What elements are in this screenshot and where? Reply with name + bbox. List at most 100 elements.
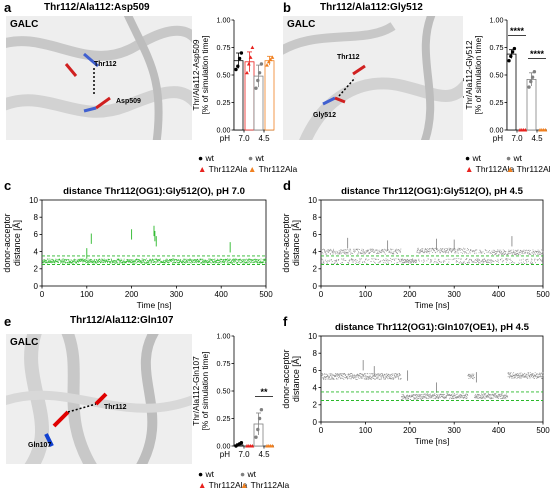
trace-point [402,398,404,400]
trace-point [379,261,381,262]
trace-point [48,261,49,263]
trace-point [380,252,382,254]
trace-point [508,375,510,377]
legend-a-mut-45: ▲ Thr112Ala [248,164,298,174]
trace-point [330,374,331,376]
trace-point [382,249,383,251]
trace-point [476,394,478,396]
trace-point [483,260,485,262]
trace-point [386,375,388,377]
trace-point [391,378,393,380]
trace-point [54,260,55,262]
trace-point [489,394,491,396]
trace-point [459,248,461,249]
trace-point [465,258,467,260]
trace-point [69,262,71,264]
trace-point [473,377,475,378]
trace-point [188,262,190,264]
trace-point [109,258,110,260]
trace-point [532,263,534,264]
trace-point [331,374,333,376]
trace-point [112,260,114,262]
trace-point [480,261,482,262]
trace-point [374,251,375,253]
trace-point [132,262,134,264]
trace-point [351,252,353,254]
trace-point [75,259,77,260]
trace-point [349,378,351,380]
trace-point [51,258,53,260]
trace-point [227,262,229,264]
trace-point [522,374,524,376]
trace-point [483,260,484,262]
trace-point [196,260,198,262]
trace-point [434,394,436,396]
trace-point [477,397,479,399]
trace-point [390,258,392,259]
trace-point [497,396,499,397]
trace-point [98,261,99,263]
trace-point [232,259,234,261]
trace-point [503,254,505,255]
trace-point [452,249,454,251]
trace-point [482,259,483,261]
trace-point [337,374,339,376]
trace-point [352,374,354,376]
trace-point [471,250,473,252]
trace-point [412,259,414,261]
trace-point [484,260,486,262]
trace-point [233,258,235,260]
trace-point [71,262,73,264]
trace-point [114,260,115,262]
trace-point [331,251,333,253]
trace-point [380,373,381,375]
trace-point [196,262,198,264]
trace-point [342,373,344,375]
trace-point [528,374,529,376]
trace-point [349,373,351,375]
trace-point [79,259,81,261]
trace-point [393,258,395,260]
trace-point [203,261,205,263]
trace-point [475,394,476,396]
trace-point [480,395,481,396]
trace-point [539,374,540,376]
trace-point [518,251,520,253]
trace-point [473,261,474,263]
trace-point [512,376,513,378]
y-tick-label: 0.25 [217,414,231,423]
trace-point [94,261,96,262]
trace-point [200,259,202,261]
trace-point [504,252,506,254]
trace-point [393,253,395,255]
trace-point [479,259,480,261]
trace-point [335,250,337,252]
trace-point [61,261,62,262]
trace-point [467,395,469,396]
trace-point [68,260,70,262]
y-tick-label: 8 [34,213,39,222]
trace-point [165,258,167,260]
trace-point [216,262,218,263]
trace-point [260,262,261,263]
trace-point [179,260,181,262]
trace-point [509,258,511,260]
trace-point [536,250,538,252]
trace-point [321,373,323,375]
trace-point [477,397,479,399]
trace-point [224,261,226,263]
trace-point [194,259,196,260]
trace-point [133,261,135,263]
trace-point [393,378,395,380]
trace-point [61,261,63,263]
trace-point [499,394,500,396]
trace-point [502,254,504,256]
trace-point [170,260,171,262]
trace-point [332,377,334,379]
trace-point [511,254,513,256]
trace-point [504,251,505,252]
trace-point [493,251,495,253]
trace-point [42,260,44,262]
trace-point [448,394,450,396]
trace-point [131,259,133,261]
